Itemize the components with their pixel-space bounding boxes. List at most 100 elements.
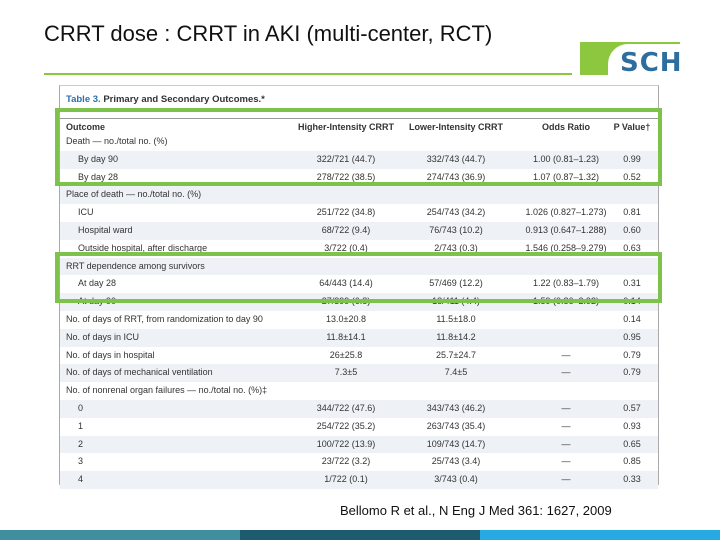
table-row: RRT dependence among survivors — [60, 257, 658, 276]
cell-p-value: 0.14 — [623, 314, 641, 324]
title-divider — [44, 73, 572, 75]
table-header-row: Outcome Higher-Intensity CRRT Lower-Inte… — [60, 118, 658, 132]
cell-odds-ratio: 1.22 (0.83–1.79) — [532, 278, 600, 289]
cell-outcome: No. of days of RRT, from randomization t… — [66, 314, 263, 324]
cell-odds-ratio: — — [561, 456, 571, 467]
cell-outcome: 1 — [78, 420, 84, 431]
cell-p-value: 0.60 — [623, 225, 641, 235]
cell-outcome: No. of nonrenal organ failures — no./tot… — [66, 385, 268, 396]
cell-p-value: 0.79 — [623, 367, 641, 378]
cell-odds-ratio: 1.026 (0.827–1.273) — [525, 207, 607, 218]
cell-p-value: 0.63 — [623, 242, 641, 253]
cell-p-value: 0.52 — [623, 171, 641, 182]
cell-outcome: 0 — [78, 403, 84, 413]
header-lower-intensity: Lower-Intensity CRRT — [408, 122, 503, 132]
cell-outcome: 2 — [78, 438, 84, 449]
cell-lower-intensity: 332/743 (44.7) — [426, 153, 486, 164]
cell-higher-intensity: 13.0±20.8 — [326, 314, 366, 324]
cell-lower-intensity: 76/743 (10.2) — [429, 225, 483, 235]
cell-outcome: Hospital ward — [78, 225, 133, 235]
cell-outcome: No. of days in ICU — [66, 331, 140, 342]
table-row: 4 1/722 (0.1) 3/743 (0.4) — 0.33 — [60, 471, 658, 489]
cell-odds-ratio: — — [561, 420, 571, 431]
cell-outcome: 3 — [78, 456, 84, 467]
cell-lower-intensity: 18/411 (4.4) — [432, 296, 480, 307]
header-outcome: Outcome — [66, 122, 106, 132]
cell-lower-intensity: 25/743 (3.4) — [431, 456, 481, 467]
cell-lower-intensity: 11.8±14.2 — [436, 331, 476, 342]
table-row: 1 254/722 (35.2) 263/743 (35.4) — 0.93 — [60, 418, 658, 436]
cell-higher-intensity: 322/721 (44.7) — [316, 153, 376, 164]
header-odds-ratio: Odds Ratio — [541, 122, 590, 132]
cell-lower-intensity: 25.7±24.7 — [436, 349, 476, 360]
table-row: No. of days of mechanical ventilation 7.3… — [60, 364, 658, 383]
cell-p-value: 0.79 — [623, 349, 641, 360]
header-higher-intensity: Higher-Intensity CRRT — [297, 122, 394, 132]
slide-title: CRRT dose : CRRT in AKI (multi-center, R… — [44, 21, 493, 46]
logo-mark-shape — [608, 44, 680, 75]
footer-bar-dark — [0, 530, 480, 540]
cell-p-value: 0.85 — [623, 456, 641, 467]
sch-logo: SCH — [580, 42, 683, 78]
cell-higher-intensity: 100/722 (13.9) — [316, 438, 376, 449]
table-row: Outside hospital, after discharge 3/722 (… — [60, 240, 658, 258]
table-caption-label: Table 3. — [66, 94, 101, 105]
cell-lower-intensity: 274/743 (36.9) — [426, 171, 486, 182]
cell-lower-intensity: 7.4±5 — [444, 367, 468, 378]
outcomes-table: Table 3. Primary and Secondary Outcomes.… — [59, 85, 659, 489]
cell-higher-intensity: 251/722 (34.8) — [316, 207, 376, 218]
table-row: No. of days in ICU 11.8±14.1 11.8±14.2 0.95 — [60, 328, 658, 347]
table-row: At day 90 27/399 (6.8) 18/411 (4.4) 1.59 (0… — [60, 293, 658, 311]
table-row: 0 344/722 (47.6) 343/743 (46.2) — 0.57 — [60, 400, 658, 418]
cell-higher-intensity: 7.3±5 — [334, 367, 358, 378]
cell-outcome: At day 90 — [78, 296, 117, 307]
cell-odds-ratio: — — [561, 438, 571, 449]
cell-higher-intensity: 11.8±14.1 — [326, 331, 366, 342]
cell-higher-intensity: 26±25.8 — [329, 349, 363, 360]
cell-odds-ratio: — — [561, 367, 571, 378]
cell-outcome: By day 90 — [78, 153, 119, 164]
cell-higher-intensity: 23/722 (3.2) — [321, 456, 371, 467]
cell-p-value: 0.99 — [623, 153, 641, 164]
cell-outcome: 4 — [78, 474, 84, 485]
table-row: 3 23/722 (3.2) 25/743 (3.4) — 0.85 — [60, 453, 658, 471]
cell-p-value: 0.14 — [623, 296, 641, 307]
cell-p-value: 0.95 — [623, 331, 641, 342]
cell-lower-intensity: 109/743 (14.7) — [426, 438, 486, 449]
cell-outcome: ICU — [78, 207, 94, 218]
cell-p-value: 0.33 — [623, 474, 641, 485]
table-row: Death — no./total no. (%) — [60, 133, 658, 151]
cell-lower-intensity: 2/743 (0.3) — [434, 242, 478, 253]
cell-odds-ratio: — — [561, 474, 571, 485]
cell-higher-intensity: 1/722 (0.1) — [324, 474, 368, 485]
cell-higher-intensity: 27/399 (6.8) — [321, 296, 371, 307]
table-row: By day 90 322/721 (44.7) 332/743 (44.7) 1.0… — [60, 150, 658, 169]
table-row: No. of days in hospital 26±25.8 25.7±24.7 —… — [60, 347, 658, 365]
cell-higher-intensity: 344/722 (47.6) — [316, 403, 376, 413]
cell-odds-ratio: 0.913 (0.647–1.288) — [525, 225, 607, 235]
table-row: By day 28 278/722 (38.5) 274/743 (36.9) 1.0… — [60, 169, 658, 187]
cell-outcome: Outside hospital, after discharge — [78, 242, 208, 253]
cell-outcome: By day 28 — [78, 171, 119, 182]
footer-bar-light — [480, 530, 720, 540]
cell-outcome: At day 28 — [78, 278, 117, 289]
cell-odds-ratio: 1.59 (0.86–2.92) — [532, 296, 600, 307]
table-row: At day 28 64/443 (14.4) 57/469 (12.2) 1.22 … — [60, 275, 658, 293]
cell-outcome: Death — no./total no. (%) — [66, 136, 168, 146]
cell-lower-intensity: 343/743 (46.2) — [426, 403, 486, 413]
citation: Bellomo R et al., N Eng J Med 361: 1627,… — [340, 503, 612, 518]
cell-outcome: No. of days in hospital — [66, 349, 155, 360]
cell-outcome: No. of days of mechanical ventilation — [66, 367, 213, 378]
cell-odds-ratio: 1.546 (0.258–9.279) — [525, 242, 607, 253]
table-row: No. of days of RRT, from randomization t… — [60, 311, 658, 329]
cell-p-value: 0.65 — [623, 438, 641, 449]
table-row: Place of death — no./total no. (%) — [60, 186, 658, 205]
cell-higher-intensity: 3/722 (0.4) — [324, 242, 368, 253]
cell-odds-ratio: 1.00 (0.81–1.23) — [532, 153, 600, 164]
cell-lower-intensity: 254/743 (34.2) — [426, 207, 486, 218]
cell-lower-intensity: 3/743 (0.4) — [434, 474, 478, 485]
cell-p-value: 0.93 — [623, 420, 641, 431]
cell-p-value: 0.31 — [623, 278, 641, 289]
logo-text: SCH — [620, 48, 683, 78]
cell-outcome: RRT dependence among survivors — [66, 260, 205, 271]
